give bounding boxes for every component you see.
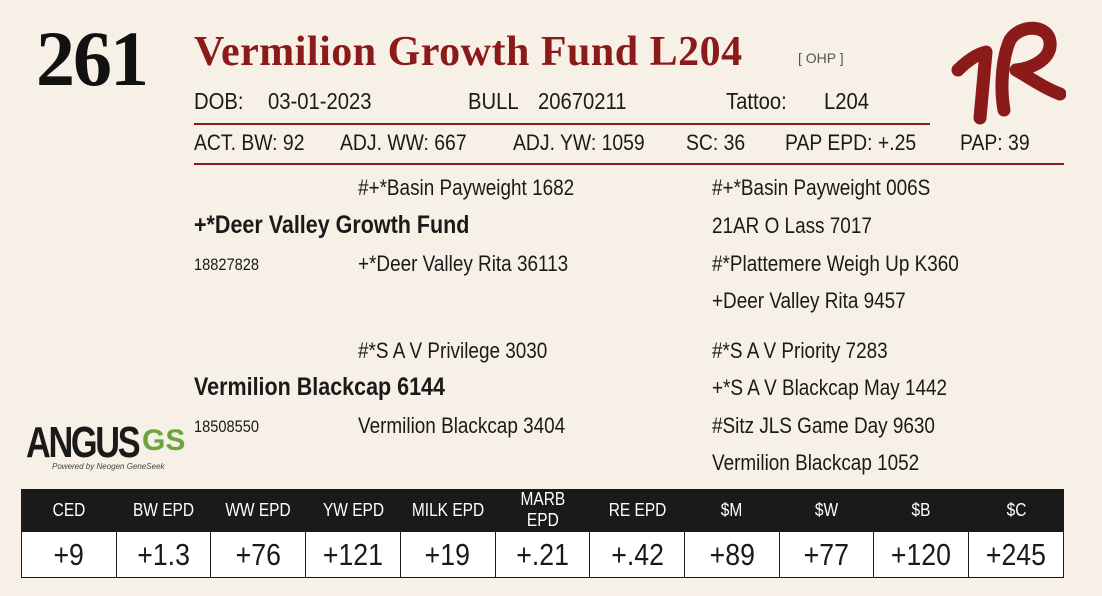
- sire-dam: +*Deer Valley Rita 36113: [358, 251, 569, 276]
- epd-value-marb: +.21: [494, 531, 591, 578]
- epd-header-bw: BW EPD: [115, 489, 211, 532]
- dam-registration: 18508550: [194, 417, 260, 436]
- scrotal-circumference: SC: 36: [686, 130, 746, 155]
- epd-header-row: CED BW EPD WW EPD YW EPD MILK EPD MARB E…: [21, 489, 1064, 532]
- epd-value-yw: +121: [305, 531, 401, 578]
- epd-value-milk: +19: [399, 531, 496, 578]
- logo-word: ANGUS: [26, 418, 141, 467]
- dam-sire-sire: #*S A V Priority 7283: [712, 338, 888, 363]
- dam-sire-dam: +*S A V Blackcap May 1442: [712, 375, 948, 400]
- epd-value-b: +120: [873, 531, 970, 578]
- epd-value-ced: +9: [21, 531, 117, 578]
- dam-name: Vermilion Blackcap 6144: [194, 373, 445, 401]
- epd-header-yw: YW EPD: [305, 489, 401, 532]
- tag-badge: [ OHP ]: [798, 50, 844, 66]
- pap-epd: PAP EPD: +.25: [785, 130, 917, 155]
- pap-value: PAP: 39: [960, 130, 1030, 155]
- epd-value-re: +.42: [589, 531, 686, 578]
- epd-header-milk: MILK EPD: [399, 489, 496, 532]
- sire-dam-dam: +Deer Valley Rita 9457: [712, 288, 906, 313]
- epd-value-m: +89: [684, 531, 780, 578]
- epd-value-row: +9 +1.3 +76 +121 +19 +.21 +.42 +89 +77 +…: [21, 531, 1064, 578]
- dam-dam-dam: Vermilion Blackcap 1052: [712, 450, 920, 475]
- logo-suffix: GS: [142, 424, 186, 457]
- epd-value-ww: +76: [210, 531, 307, 578]
- epd-header-re: RE EPD: [589, 489, 685, 532]
- sire-sire-dam: 21AR O Lass 7017: [712, 213, 872, 238]
- dam-dam-sire: #Sitz JLS Game Day 9630: [712, 413, 935, 438]
- tattoo-label: Tattoo:: [726, 88, 787, 114]
- lot-number: 261: [36, 15, 149, 102]
- sire-sire-sire: #+*Basin Payweight 006S: [712, 175, 931, 200]
- adjusted-yw: ADJ. YW: 1059: [513, 130, 645, 155]
- epd-header-c: $C: [968, 489, 1064, 532]
- epd-header-b: $B: [873, 489, 969, 532]
- dob-value: 03-01-2023: [268, 88, 372, 114]
- sire-name: +*Deer Valley Growth Fund: [194, 211, 470, 239]
- epd-table: CED BW EPD WW EPD YW EPD MILK EPD MARB E…: [21, 489, 1064, 578]
- epd-value-w: +77: [778, 531, 875, 578]
- registration-number: 20670211: [538, 88, 627, 114]
- actual-bw: ACT. BW: 92: [194, 130, 305, 155]
- epd-header-ww: WW EPD: [210, 489, 306, 532]
- adjusted-ww: ADJ. WW: 667: [340, 130, 467, 155]
- sire-registration: 18827828: [194, 255, 260, 274]
- tattoo-value: L204: [824, 88, 870, 114]
- sire-sire: #+*Basin Payweight 1682: [358, 175, 575, 200]
- epd-value-c: +245: [968, 531, 1064, 578]
- epd-header-marb: MARB EPD: [494, 489, 590, 532]
- dob-label: DOB:: [194, 88, 244, 114]
- dam-sire: #*S A V Privilege 3030: [358, 338, 548, 363]
- dam-dam: Vermilion Blackcap 3404: [358, 413, 566, 438]
- sex-value: BULL: [468, 88, 519, 114]
- animal-name: Vermilion Growth Fund L204: [194, 29, 743, 75]
- divider-line: [194, 163, 1064, 165]
- vr-brand-mark-icon: [951, 21, 1066, 125]
- sire-dam-sire: #*Plattemere Weigh Up K360: [712, 251, 959, 276]
- epd-header-ced: CED: [21, 489, 117, 532]
- divider-line: [194, 123, 930, 125]
- logo-tagline: Powered by Neogen GeneSeek: [52, 462, 165, 471]
- epd-header-w: $W: [778, 489, 874, 532]
- epd-header-m: $M: [684, 489, 780, 532]
- epd-value-bw: +1.3: [115, 531, 212, 578]
